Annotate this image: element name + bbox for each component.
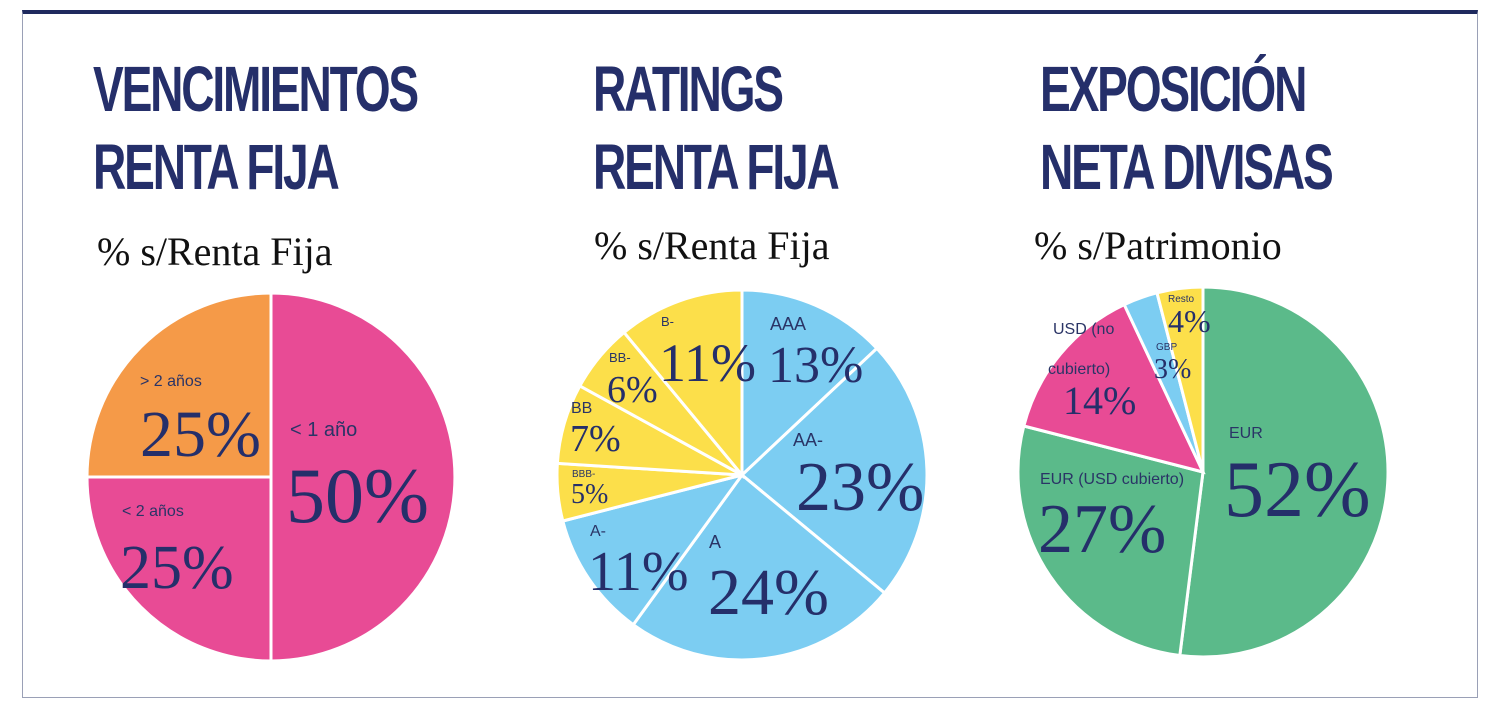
slice-label-bb: BB (571, 400, 592, 417)
slice-value-eur: 52% (1224, 446, 1371, 534)
chart-1-title-line-2: RENTA FIJA (93, 131, 340, 203)
slice-value-b: 11% (659, 333, 756, 393)
chart-frame (22, 10, 1478, 698)
slice-label-resto: Resto (1168, 294, 1195, 305)
slice-label-1-a-o: < 1 año (290, 419, 357, 441)
slice-value-bb: 6% (607, 369, 658, 411)
chart-2-title: RATINGS RENTA FIJA (593, 50, 840, 206)
slice-label-aa: AA- (793, 430, 823, 450)
chart-1-title-line-1: VENCIMIENTOS (93, 53, 419, 125)
slice-label-2-a-os: < 2 años (122, 503, 184, 520)
slice-value-bb: 7% (570, 418, 621, 460)
slice-value-aaa: 13% (768, 337, 863, 394)
pie-slice-1-a-o (269, 291, 457, 663)
chart-3-title: EXPOSICIÓN NETA DIVISAS (1040, 50, 1334, 206)
pie-slice-eur-usd-cubierto (1016, 424, 1205, 658)
slice-value-gbp: 3% (1154, 354, 1191, 385)
slice-value-usd-no-cubierto: 14% (1063, 378, 1136, 423)
chart-2-title-line-1: RATINGS (593, 53, 784, 125)
chart-3-title-line-2: NETA DIVISAS (1040, 131, 1334, 203)
slice-value-resto: 4% (1168, 303, 1211, 339)
pie-chart-3: EUR 52% EUR (USD cubierto) 27% USD (no cubier… (1016, 285, 1390, 659)
chart-3-title-line-1: EXPOSICIÓN (1040, 53, 1307, 125)
slice-value-1-a-o: 50% (286, 452, 429, 539)
chart-3-subtitle: % s/Patrimonio (1034, 223, 1282, 268)
slice-label-usd-no-cubierto-line-1: USD (no (1053, 321, 1114, 338)
slice-label-bbb: BBB- (572, 469, 595, 480)
chart-2-subtitle: % s/Renta Fija (594, 223, 830, 268)
slice-value-eur-usd-cubierto: 27% (1038, 491, 1166, 568)
slice-label-eur: EUR (1229, 425, 1263, 442)
slice-label-eur-usd-cubierto: EUR (USD cubierto) (1040, 471, 1184, 488)
chart-1-subtitle: % s/Renta Fija (97, 229, 333, 274)
pie-chart-2: AAA13%AA-23%A24%A-11%BBB-5%BB7%BB-6%B-11… (555, 288, 929, 662)
slice-value-aa: 23% (796, 449, 924, 526)
slice-label-a: A- (590, 523, 606, 540)
slice-label-2-a-os: > 2 años (140, 373, 202, 390)
pie-slice-usd-no-cubierto (1021, 302, 1206, 475)
slice-label-bb: BB- (609, 350, 631, 365)
slice-value-a: 11% (588, 541, 689, 603)
pie-slice-aa (739, 346, 929, 596)
pie-slice-2-a-os (85, 475, 273, 663)
slice-label-aaa: AAA (770, 314, 806, 334)
chart-1-title: VENCIMIENTOS RENTA FIJA (93, 50, 419, 206)
pie-slice-aaa (740, 288, 879, 479)
slice-label-gbp: GBP (1156, 342, 1177, 353)
pie-slice-2-a-os (85, 291, 273, 479)
slice-label-a: A (709, 532, 721, 552)
chart-2-title-line-2: RENTA FIJA (593, 131, 840, 203)
pie-slice-a (631, 472, 887, 662)
slice-value-2-a-os: 25% (140, 398, 261, 471)
slice-value-a: 24% (708, 556, 829, 629)
slice-label-b: B- (661, 314, 674, 329)
pie-slice-a (560, 472, 746, 627)
pie-chart-1: < 1 año 50% < 2 años 25% > 2 años 25% (85, 291, 457, 663)
pie-slice-b (621, 288, 744, 480)
slice-value-bbb: 5% (571, 479, 608, 510)
slice-value-2-a-os: 25% (120, 534, 234, 602)
pie-slice-resto (1155, 285, 1205, 473)
slice-label-usd-no-cubierto-line-2: cubierto) (1048, 361, 1110, 378)
pie-slice-eur (1178, 285, 1390, 659)
